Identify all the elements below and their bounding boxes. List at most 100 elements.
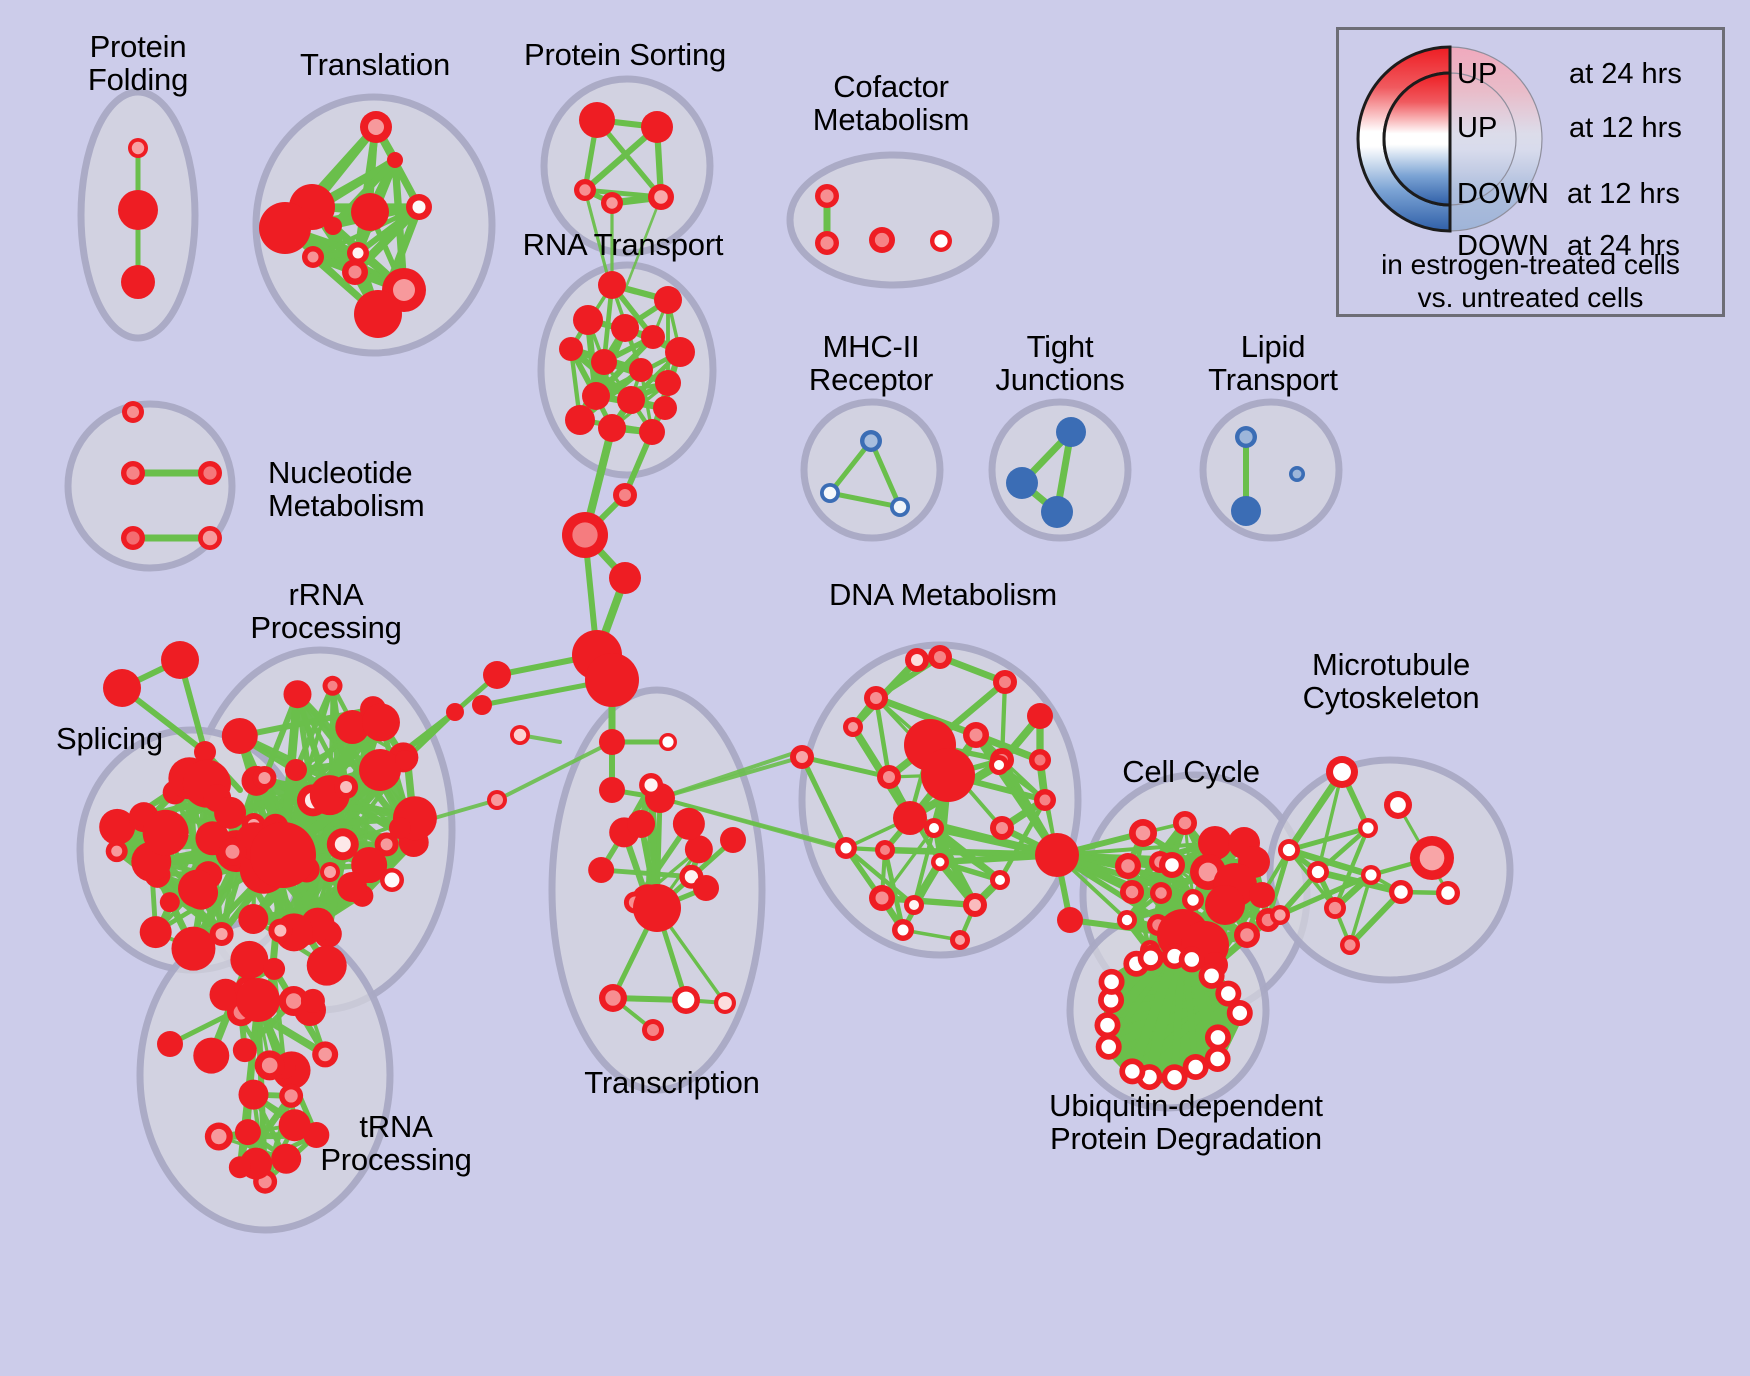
network-node — [655, 370, 681, 396]
network-node — [1027, 703, 1053, 729]
network-node — [860, 430, 882, 452]
network-node — [875, 840, 895, 860]
network-node — [161, 641, 199, 679]
network-edge — [937, 859, 1003, 883]
network-node — [714, 992, 736, 1014]
network-node — [924, 818, 944, 838]
network-node — [642, 1019, 664, 1041]
cluster-label-transcription: Transcription — [584, 1065, 760, 1100]
network-edge — [872, 694, 980, 739]
network-node — [278, 1109, 311, 1142]
network-node — [1436, 881, 1460, 905]
network-node — [1326, 756, 1358, 788]
network-node — [1198, 962, 1225, 989]
node-layer — [99, 102, 1460, 1194]
network-node — [510, 725, 530, 745]
cluster-blob — [786, 151, 1000, 289]
legend-caption: in estrogen-treated cells vs. untreated … — [1339, 248, 1722, 314]
network-node — [1173, 811, 1197, 835]
cluster-label-microtubule-cytoskeleton: Microtubule Cytoskeleton — [1302, 647, 1480, 716]
network-node — [574, 179, 596, 201]
network-node — [1389, 880, 1413, 904]
network-node — [820, 483, 840, 503]
network-node — [342, 259, 368, 285]
network-node — [559, 337, 583, 361]
network-node — [963, 893, 987, 917]
legend-time-3: at 24 hrs — [1567, 230, 1680, 262]
network-node — [351, 193, 389, 231]
network-node — [1117, 910, 1137, 930]
network-node — [1115, 853, 1141, 879]
network-edge — [799, 754, 892, 780]
network-node — [259, 202, 311, 254]
network-node — [389, 817, 411, 839]
network-node — [1204, 1024, 1231, 1051]
network-node — [672, 986, 700, 1014]
network-node — [1235, 426, 1257, 448]
network-node — [312, 1041, 339, 1068]
network-node — [218, 837, 247, 866]
network-node — [1150, 882, 1172, 904]
cluster-label-protein-folding: Protein Folding — [87, 29, 189, 98]
network-node — [1034, 789, 1056, 811]
network-node — [1198, 826, 1232, 860]
network-node — [1410, 836, 1454, 880]
network-node — [1006, 467, 1038, 499]
network-node — [1159, 852, 1185, 878]
network-node — [278, 986, 309, 1017]
network-node — [963, 722, 989, 748]
network-node — [1384, 791, 1412, 819]
network-node — [1178, 946, 1205, 973]
network-node — [582, 382, 610, 410]
network-node — [326, 828, 359, 861]
network-node — [1095, 1033, 1122, 1060]
network-node — [334, 774, 359, 799]
network-node — [347, 242, 369, 264]
network-node — [921, 748, 975, 802]
network-edge — [799, 754, 849, 851]
network-node — [283, 680, 312, 709]
network-node — [627, 809, 656, 838]
network-node — [633, 884, 681, 932]
network-node — [639, 773, 664, 798]
network-node — [230, 940, 269, 979]
network-node — [790, 745, 814, 769]
network-edge — [1285, 846, 1375, 879]
network-node — [1041, 496, 1073, 528]
network-node — [654, 286, 682, 314]
network-node — [835, 837, 857, 859]
network-node — [609, 562, 641, 594]
network-node — [395, 750, 415, 770]
network-node — [1249, 882, 1275, 908]
network-node — [990, 870, 1010, 890]
network-edge — [827, 490, 903, 510]
network-node — [1307, 861, 1329, 883]
network-node — [1358, 818, 1378, 838]
network-node — [232, 1038, 257, 1063]
network-node — [1278, 839, 1300, 861]
network-node — [665, 337, 695, 367]
network-node — [1029, 749, 1051, 771]
network-edge — [843, 845, 917, 908]
network-node — [641, 111, 673, 143]
network-node — [198, 461, 222, 485]
network-node — [930, 230, 952, 252]
cluster-label-cofactor-metabolism: Cofactor Metabolism — [812, 69, 970, 138]
network-node — [613, 483, 637, 507]
network-node — [579, 102, 615, 138]
network-node — [1098, 968, 1125, 995]
network-node — [103, 669, 141, 707]
network-node — [1057, 907, 1083, 933]
network-node — [843, 717, 863, 737]
network-node — [1094, 1012, 1121, 1039]
network-node — [573, 305, 603, 335]
network-edge — [329, 156, 399, 230]
network-node — [1119, 1058, 1146, 1085]
legend-node-glyph — [1356, 45, 1543, 233]
network-node — [118, 190, 158, 230]
network-node — [194, 741, 216, 763]
cluster-label-rna-transport: RNA Transport — [522, 227, 724, 262]
network-node — [890, 497, 910, 517]
network-edge — [878, 894, 979, 909]
